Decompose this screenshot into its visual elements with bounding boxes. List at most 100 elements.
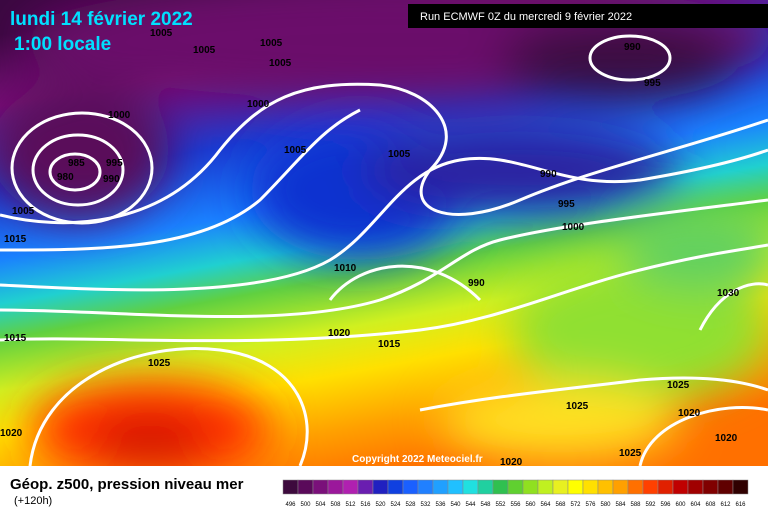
colorbar-tick-label: 612 xyxy=(720,502,731,508)
isobar-label: 1020 xyxy=(0,428,23,439)
isobar-label: 1005 xyxy=(284,145,307,156)
isobar-label: 1025 xyxy=(619,448,642,459)
colorbar-swatch xyxy=(642,479,659,495)
isobar-label: 1020 xyxy=(328,328,351,339)
isobar-label: 1030 xyxy=(717,288,740,299)
isobar-label: 995 xyxy=(558,199,575,210)
run-info: Run ECMWF 0Z du mercredi 9 février 2022 xyxy=(420,11,632,23)
colorbar-tick-label: 580 xyxy=(600,502,611,508)
colorbar-tick-label: 588 xyxy=(630,502,641,508)
colorbar-swatch xyxy=(687,479,704,495)
colorbar-swatch xyxy=(312,479,329,495)
colorbar-tick-label: 540 xyxy=(450,502,461,508)
colorbar-swatch xyxy=(717,479,734,495)
isobar-label: 990 xyxy=(624,42,641,53)
colorbar-swatch xyxy=(282,479,299,495)
colorbar-tick-label: 544 xyxy=(465,502,476,508)
isobar-label: 1005 xyxy=(260,38,283,49)
map-field: 1005 1005 1005 1005 1000 1000 995 985 980 990 1005… xyxy=(0,0,768,468)
colorbar-tick-label: 560 xyxy=(525,502,536,508)
colorbar-tick-label: 532 xyxy=(420,502,431,508)
isobars xyxy=(0,34,768,466)
colorbar-swatch xyxy=(537,479,554,495)
isobar-label: 1005 xyxy=(193,45,216,56)
isobar-label: 1015 xyxy=(4,234,27,245)
colorbar-swatch xyxy=(462,479,479,495)
colorbar-swatch xyxy=(567,479,584,495)
colorbar-swatch xyxy=(702,479,719,495)
isobar-label: 980 xyxy=(57,172,74,183)
colorbar-swatch xyxy=(522,479,539,495)
isobar-label: 1020 xyxy=(715,433,738,444)
isobar-label: 995 xyxy=(106,158,123,169)
colorbar-swatch xyxy=(657,479,674,495)
colorbar-tick-label: 584 xyxy=(615,502,626,508)
isobar-label: 1005 xyxy=(269,58,292,69)
colorbar-swatch xyxy=(492,479,509,495)
colorbar-swatch xyxy=(432,479,449,495)
colorbar-swatch xyxy=(507,479,524,495)
colorbar-tick-label: 496 xyxy=(285,502,296,508)
copyright: Copyright 2022 Meteociel.fr xyxy=(352,454,483,465)
run-box xyxy=(408,4,768,28)
time-label: 1:00 locale xyxy=(14,34,111,55)
isobar-label: 1025 xyxy=(667,380,690,391)
colorbar-swatch xyxy=(402,479,419,495)
colorbar-swatch xyxy=(477,479,494,495)
colorbar-swatch xyxy=(387,479,404,495)
isobar-label: 1015 xyxy=(378,339,401,350)
colorbar-tick-label: 608 xyxy=(705,502,716,508)
colorbar-swatch xyxy=(327,479,344,495)
isobar-label: 1020 xyxy=(678,408,701,419)
colorbar-tick-label: 516 xyxy=(360,502,371,508)
isobar-label: 1025 xyxy=(148,358,171,369)
isobar-label: 1000 xyxy=(108,110,131,121)
colorbar-tick-label: 520 xyxy=(375,502,386,508)
colorbar-tick-label: 556 xyxy=(510,502,521,508)
colorbar-swatch xyxy=(357,479,374,495)
colorbar-tick-label: 504 xyxy=(315,502,326,508)
isobar-label: 1010 xyxy=(334,263,357,274)
colorbar-tick-label: 512 xyxy=(345,502,356,508)
date-label: lundi 14 février 2022 xyxy=(10,9,193,30)
colorbar-tick-label: 564 xyxy=(540,502,551,508)
colorbar-tick-label: 600 xyxy=(675,502,686,508)
isobar-label: 995 xyxy=(644,78,661,89)
isobar-label: 985 xyxy=(68,158,85,169)
isobar-label: 990 xyxy=(103,174,120,185)
colorbar-swatch xyxy=(372,479,389,495)
colorbar-tick-label: 524 xyxy=(390,502,401,508)
isobar-labels: 1005 1005 1005 1005 1000 1000 995 985 980 990 1005… xyxy=(0,28,740,468)
colorbar-swatch xyxy=(672,479,689,495)
colorbar-tick-label: 500 xyxy=(300,502,311,508)
isobar-label: 1025 xyxy=(566,401,589,412)
colorbar-tick-label: 548 xyxy=(480,502,491,508)
colorbar-tick-label: 592 xyxy=(645,502,656,508)
isobar-label: 1005 xyxy=(388,149,411,160)
colorbar-tick-label: 576 xyxy=(585,502,596,508)
isobar-label: 990 xyxy=(540,169,557,180)
colorbar-swatch xyxy=(582,479,599,495)
footer-title: Géop. z500, pression niveau mer xyxy=(10,476,244,493)
isobar-label: 1000 xyxy=(562,222,585,233)
colorbar-tick-label: 528 xyxy=(405,502,416,508)
colorbar-tick-label: 572 xyxy=(570,502,581,508)
isobar-label: 1020 xyxy=(500,457,523,468)
colorbar-swatch xyxy=(612,479,629,495)
isobar-label: 1015 xyxy=(4,333,27,344)
colorbar-swatch xyxy=(597,479,614,495)
colorbar-tick-label: 508 xyxy=(330,502,341,508)
colorbar-tick-label: 616 xyxy=(735,502,746,508)
colorbar-swatch xyxy=(342,479,359,495)
footer-lead: (+120h) xyxy=(14,495,52,507)
colorbar-tick-label: 568 xyxy=(555,502,566,508)
isobar-label: 1000 xyxy=(247,99,270,110)
isobar-label: 1005 xyxy=(12,206,35,217)
colorbar-swatch xyxy=(627,479,644,495)
colorbar-tick-label: 604 xyxy=(690,502,701,508)
colorbar-swatch xyxy=(732,479,749,495)
isobar-label: 990 xyxy=(468,278,485,289)
colorbar-swatch xyxy=(417,479,434,495)
colorbar-swatch xyxy=(297,479,314,495)
colorbar-tick-label: 596 xyxy=(660,502,671,508)
